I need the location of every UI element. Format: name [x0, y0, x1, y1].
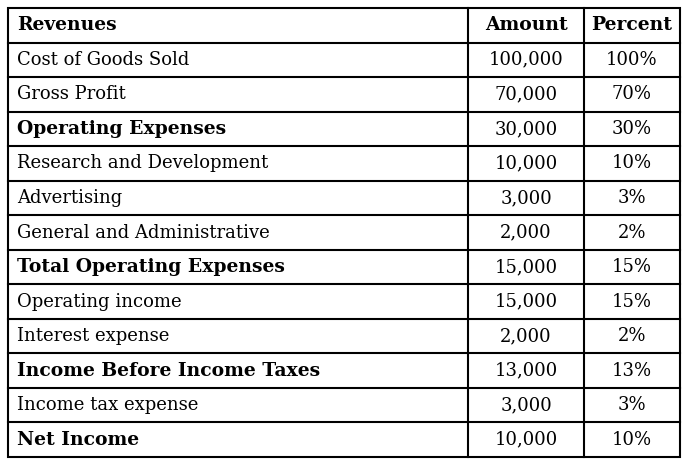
Text: 100,000: 100,000: [488, 51, 563, 69]
Text: 2%: 2%: [618, 224, 646, 241]
Text: 2,000: 2,000: [500, 327, 552, 345]
Text: 10%: 10%: [612, 154, 652, 173]
Text: General and Administrative: General and Administrative: [17, 224, 270, 241]
Text: 3,000: 3,000: [500, 396, 552, 414]
Text: Gross Profit: Gross Profit: [17, 86, 126, 103]
Text: Research and Development: Research and Development: [17, 154, 268, 173]
Text: 3%: 3%: [618, 189, 646, 207]
Text: 2,000: 2,000: [500, 224, 552, 241]
Text: 15,000: 15,000: [495, 292, 558, 311]
Text: Operating Expenses: Operating Expenses: [17, 120, 226, 138]
Text: 15,000: 15,000: [495, 258, 558, 276]
Text: 15%: 15%: [612, 258, 652, 276]
Text: 100%: 100%: [606, 51, 658, 69]
Text: Advertising: Advertising: [17, 189, 122, 207]
Text: 70,000: 70,000: [495, 86, 558, 103]
Text: 30%: 30%: [612, 120, 652, 138]
Text: Amount: Amount: [485, 16, 568, 34]
Text: Revenues: Revenues: [17, 16, 117, 34]
Text: Income tax expense: Income tax expense: [17, 396, 198, 414]
Text: 13%: 13%: [612, 362, 652, 379]
Text: 3%: 3%: [618, 396, 646, 414]
Text: 10%: 10%: [612, 431, 652, 449]
Text: Total Operating Expenses: Total Operating Expenses: [17, 258, 285, 276]
Text: Cost of Goods Sold: Cost of Goods Sold: [17, 51, 189, 69]
Text: 30,000: 30,000: [495, 120, 558, 138]
Text: Operating income: Operating income: [17, 292, 182, 311]
Text: Percent: Percent: [592, 16, 672, 34]
Text: 15%: 15%: [612, 292, 652, 311]
Text: 10,000: 10,000: [495, 431, 558, 449]
Text: Interest expense: Interest expense: [17, 327, 169, 345]
Text: 10,000: 10,000: [495, 154, 558, 173]
Text: 13,000: 13,000: [495, 362, 558, 379]
Text: 3,000: 3,000: [500, 189, 552, 207]
Text: Income Before Income Taxes: Income Before Income Taxes: [17, 362, 320, 379]
Text: 70%: 70%: [612, 86, 652, 103]
Text: 2%: 2%: [618, 327, 646, 345]
Text: Net Income: Net Income: [17, 431, 139, 449]
